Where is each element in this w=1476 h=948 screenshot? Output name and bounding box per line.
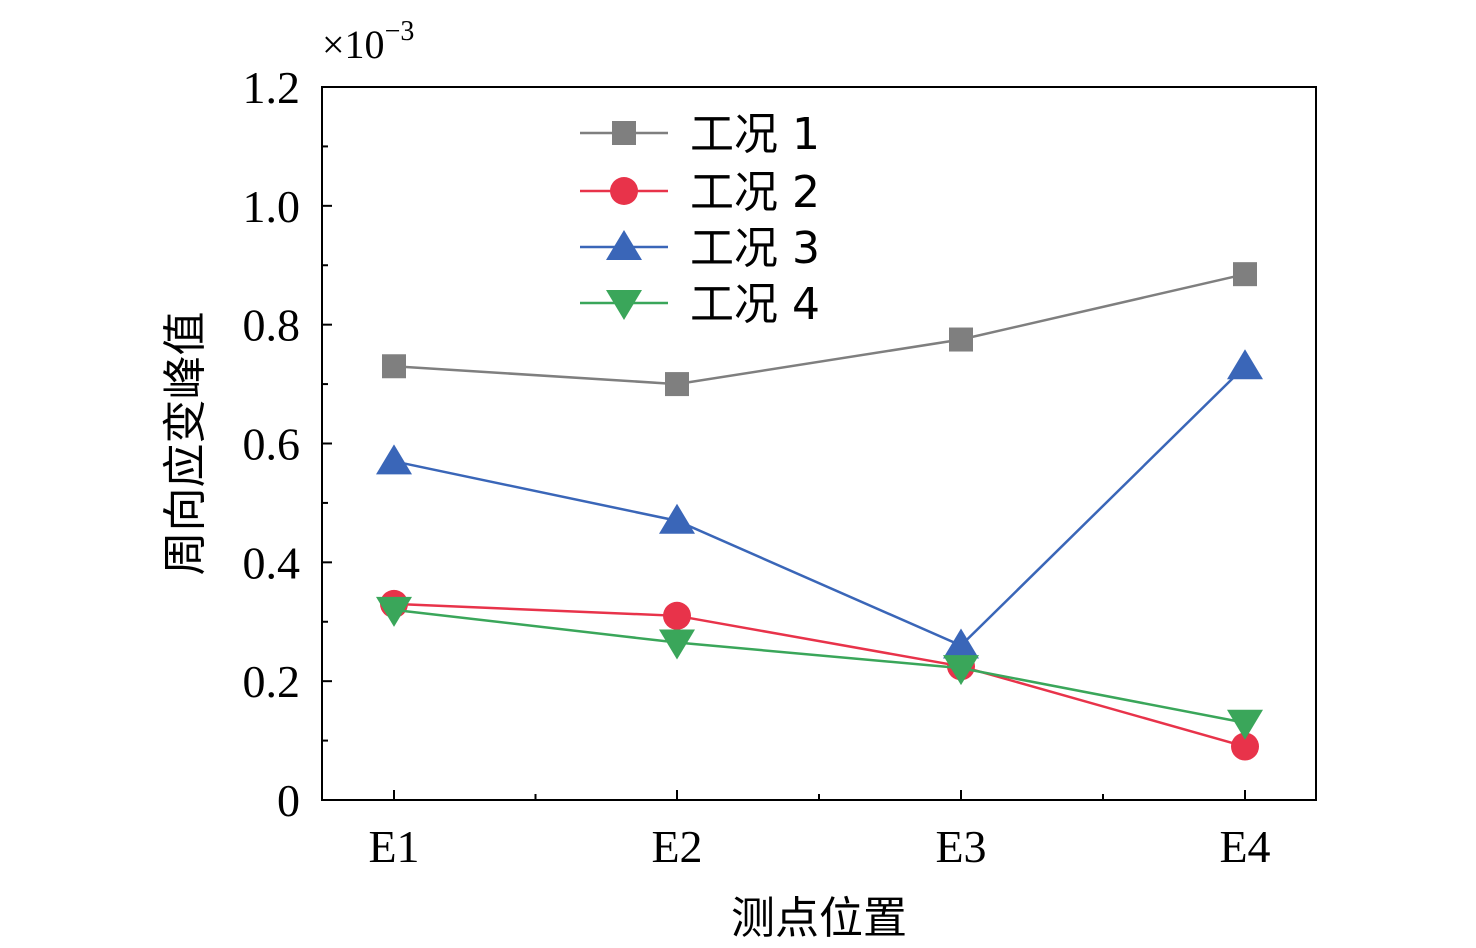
y-tick-label: 1.2 — [243, 62, 301, 113]
legend-marker — [606, 230, 642, 260]
y-multiplier-base: ×10 — [322, 22, 385, 67]
data-point — [659, 629, 695, 660]
y-tick-label: 0.4 — [243, 537, 301, 588]
series-line — [393, 608, 1246, 724]
data-point — [943, 628, 979, 659]
data-point — [943, 655, 979, 686]
legend-marker — [606, 290, 642, 320]
data-point — [665, 372, 689, 397]
x-tick-label: E2 — [651, 821, 702, 872]
y-tick-label: 1.0 — [243, 181, 301, 232]
axes: 0 0.2 0.4 0.6 0.8 1.0 1.2 E1 E2 E3 E4 — [243, 62, 1317, 872]
legend-marker — [612, 121, 636, 145]
data-point — [1231, 732, 1259, 761]
series-2 — [380, 589, 1259, 761]
data-point — [659, 503, 695, 534]
series-3 — [376, 349, 1263, 659]
legend-label: 工况 2 — [690, 167, 820, 218]
legend-entry: 工况 3 — [580, 223, 820, 274]
x-tick-label: E1 — [368, 821, 419, 872]
data-point — [949, 327, 973, 352]
series-1 — [382, 262, 1257, 397]
legend-marker — [610, 177, 638, 205]
data-point — [1227, 709, 1263, 740]
legend: 工况 1 工况 2工况 3工况 4 — [580, 109, 820, 330]
legend-label: 工况 1 — [690, 109, 820, 160]
legend-entry: 工况 2 — [580, 167, 820, 218]
legend-label: 工况 3 — [690, 223, 820, 274]
legend-label: 工况 4 — [690, 279, 820, 330]
data-point — [1233, 262, 1257, 287]
data-point — [663, 601, 691, 630]
series-4 — [376, 596, 1263, 740]
series-line — [393, 272, 1246, 386]
series-layer — [376, 262, 1263, 761]
y-tick-label: 0 — [277, 775, 300, 826]
y-multiplier-exponent: −3 — [385, 16, 415, 47]
y-tick-label: 0.6 — [243, 419, 301, 470]
x-axis-title: 测点位置 — [731, 893, 907, 944]
legend-entry: 工况 1 — [580, 109, 820, 160]
data-point — [382, 354, 406, 379]
y-axis-title: 周向应变峰值 — [160, 312, 211, 576]
data-point — [376, 596, 412, 627]
x-tick-label: E3 — [935, 821, 986, 872]
y-tick-label: 0.2 — [243, 656, 301, 707]
legend-entry: 工况 4 — [580, 279, 820, 330]
series-line — [393, 365, 1246, 648]
y-multiplier: ×10−3 — [322, 16, 414, 67]
data-point — [1227, 349, 1263, 380]
series-line — [393, 602, 1246, 748]
y-tick-label: 0.8 — [243, 300, 301, 351]
data-point — [376, 444, 412, 475]
x-tick-label: E4 — [1219, 821, 1270, 872]
